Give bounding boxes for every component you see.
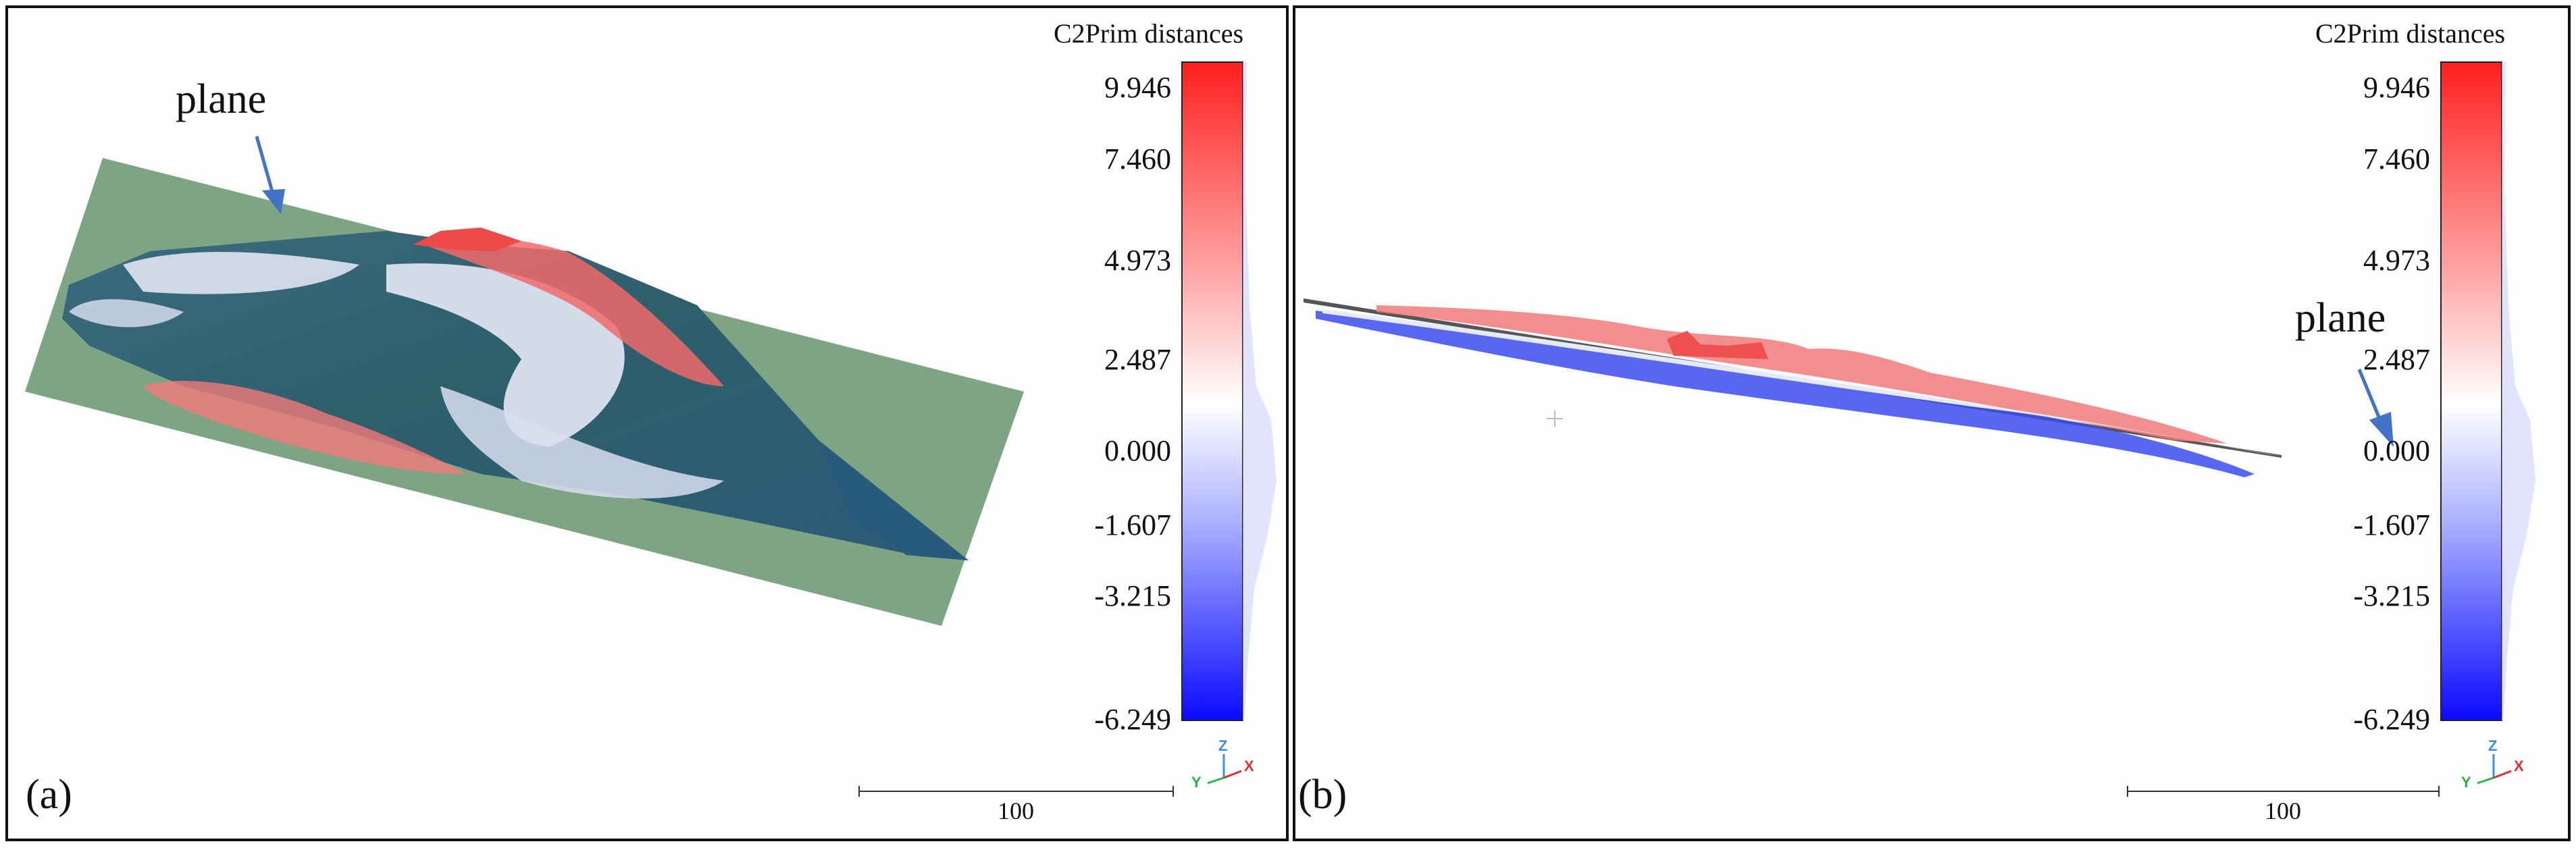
colorbar-title: C2Prim distances (2315, 18, 2506, 49)
surface-peak (413, 228, 521, 251)
colorbar-tick: -1.607 (2353, 508, 2430, 541)
surface-zero-zone-4 (69, 299, 184, 327)
scale-bar-label: 100 (998, 797, 1034, 824)
profile-zero-band (1322, 309, 2282, 456)
point-cloud-view-b[interactable] (1295, 8, 2568, 839)
plane-arrow-head (2369, 412, 2394, 447)
plane-arrow-head (262, 189, 285, 214)
plane-arrow (255, 136, 276, 199)
axis-x-label: X (2514, 758, 2524, 774)
colorbar-tick: 0.000 (2363, 434, 2430, 467)
axis-y-label: Y (2461, 774, 2471, 791)
colorbar-tick: 7.460 (2363, 142, 2430, 176)
colorbar-tick: 9.946 (1104, 71, 1171, 104)
point-cloud-view-a[interactable] (8, 8, 1286, 839)
colorbar-tick: -3.215 (1094, 579, 1171, 612)
crosshair (1547, 410, 1563, 427)
scale-bar-label: 100 (2265, 797, 2301, 824)
colorbar-tick: -6.249 (1094, 703, 1171, 736)
colorbar-tick: 4.973 (1104, 244, 1171, 277)
colorbar-histogram (1243, 62, 1277, 720)
plane-annotation: plane (2295, 295, 2386, 341)
axis-gizmo (2477, 754, 2512, 785)
colorbar (2440, 61, 2502, 721)
surface-zero-zone-1 (123, 252, 359, 294)
colorbar-tick: 7.460 (1104, 142, 1171, 176)
surface-zero-zone-3 (440, 386, 724, 499)
colorbar-tick: -3.215 (2353, 579, 2430, 612)
panel-label: (a) (26, 772, 72, 818)
colorbar-title: C2Prim distances (1054, 18, 1244, 49)
panel-label: (b) (1298, 772, 1347, 818)
colorbar-tick: 0.000 (1104, 434, 1171, 467)
colorbar-tick: 2.487 (1104, 343, 1171, 376)
panel-a: plane C2Prim distances 9.946 7.460 4.973… (5, 5, 1289, 841)
colorbar-tick: -6.249 (2353, 703, 2430, 736)
colorbar-tick: 2.487 (2363, 343, 2430, 376)
profile-peak (1667, 331, 1768, 359)
surface-positive-zone-1 (427, 238, 724, 386)
axis-x-label: X (1244, 758, 1254, 774)
colorbar-histogram (2502, 62, 2535, 720)
colorbar-tick: 9.946 (2363, 71, 2430, 104)
profile-positive (1376, 305, 2227, 444)
plane-annotation: plane (176, 76, 267, 122)
axis-gizmo (1207, 754, 1242, 785)
surface-positive-zone-2 (143, 381, 467, 474)
surface-tip (819, 440, 969, 560)
surface-zero-zone-2 (386, 263, 625, 447)
axis-z-label: Z (1218, 737, 1228, 754)
colorbar (1181, 61, 1243, 721)
axis-y-label: Y (1191, 774, 1202, 791)
axis-z-label: Z (2488, 737, 2498, 754)
panel-b: plane C2Prim distances 9.946 7.460 4.973… (1293, 5, 2571, 841)
profile-negative (1316, 311, 2255, 477)
colorbar-tick: 4.973 (2363, 244, 2430, 277)
colorbar-tick: -1.607 (1094, 508, 1171, 541)
